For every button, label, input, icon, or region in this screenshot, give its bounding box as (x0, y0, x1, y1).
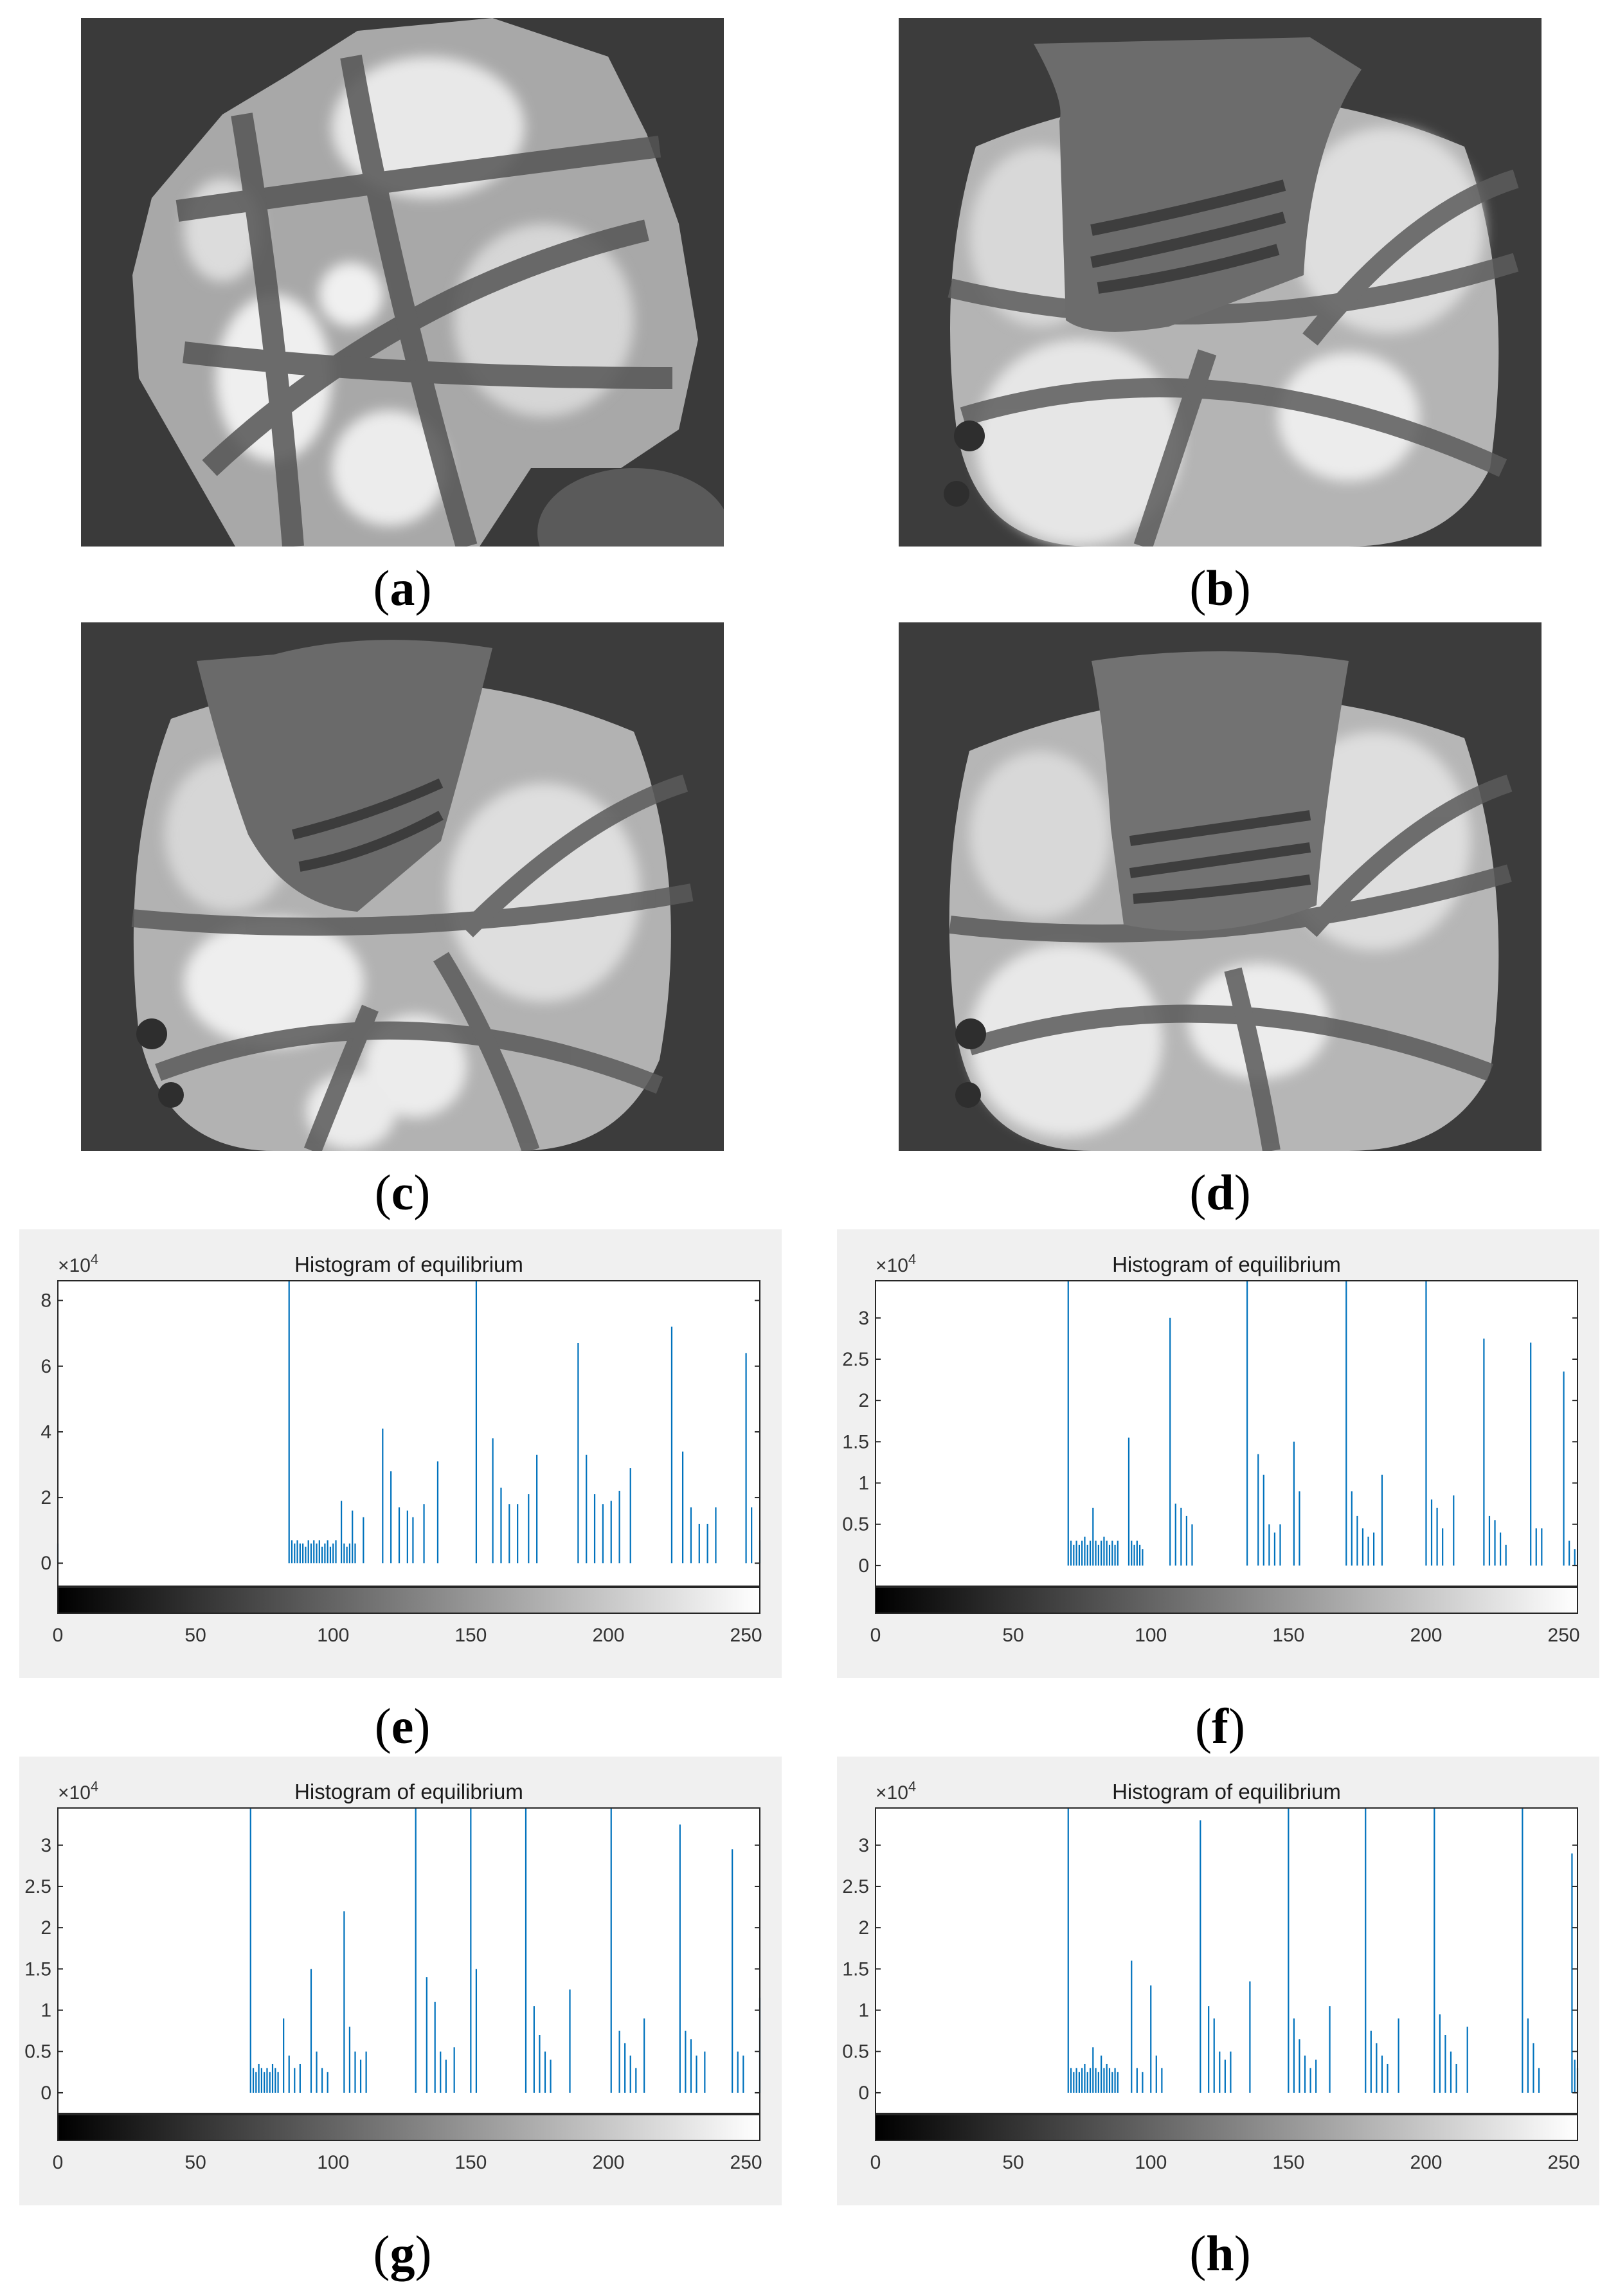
x-tick-label: 100 (1135, 1625, 1167, 1646)
caption-c: (c) (374, 1164, 431, 1220)
caption-e: (e) (374, 1698, 431, 1754)
x-tick-label: 200 (1410, 1625, 1442, 1646)
y-tick-label: 1.5 (842, 1958, 869, 1980)
x-tick-label: 200 (1410, 2152, 1442, 2173)
multiplier-exponent: 4 (91, 1251, 98, 1267)
x-tick-label: 150 (454, 1625, 487, 1646)
image-d (899, 622, 1542, 1151)
y-tick-label: 1 (40, 2000, 51, 2021)
y-tick-label: 0.5 (24, 2041, 51, 2063)
y-tick-label: 0 (858, 2083, 869, 2104)
multiplier-base: ×10 (876, 1782, 908, 1803)
x-tick-label: 200 (592, 1625, 624, 1646)
y-tick-label: 0.5 (842, 2041, 869, 2063)
x-tick-label: 250 (730, 1625, 762, 1646)
y-tick-label: 1.5 (842, 1431, 869, 1452)
plot-bg (876, 1281, 1578, 1586)
grayscale-colorbar (875, 2114, 1578, 2141)
histogram-g: Histogram of equilibrium ×104 0 0.5 1 1.5 2 2… (19, 1757, 782, 2205)
x-tick-label: 150 (1272, 1625, 1304, 1646)
multiplier-exponent: 4 (908, 1251, 916, 1267)
x-tick-label: 0 (53, 1625, 64, 1646)
y-tick-label: 3 (40, 1835, 51, 1856)
y-tick-label: 2 (40, 1917, 51, 1939)
x-tick-label: 50 (1002, 2152, 1023, 2173)
image-c (81, 622, 724, 1151)
y-tick-label: 0.5 (842, 1514, 869, 1535)
x-tick-label: 0 (870, 2152, 881, 2173)
x-tick-label: 100 (317, 1625, 349, 1646)
x-tick-label: 0 (870, 1625, 881, 1646)
y-tick-label: 3 (858, 1308, 869, 1329)
caption-d: (d) (1189, 1164, 1251, 1220)
histogram-title: Histogram of equilibrium (294, 1252, 523, 1276)
image-b (899, 18, 1542, 547)
y-tick-label: 1 (858, 2000, 869, 2021)
x-tick-label: 50 (184, 2152, 206, 2173)
histogram-h: Histogram of equilibrium ×104 0 0.5 1 1.5 2 2… (837, 1757, 1599, 2205)
caption-h: (h) (1189, 2225, 1251, 2281)
histogram-f: Histogram of equilibrium ×104 0 0.5 1 1.5 2 2… (837, 1229, 1599, 1678)
caption-b: (b) (1189, 560, 1251, 616)
multiplier-exponent: 4 (908, 1778, 916, 1794)
y-tick-label: 1.5 (24, 1958, 51, 1980)
x-tick-label: 50 (1002, 1625, 1023, 1646)
caption-a: (a) (373, 560, 432, 616)
y-tick-label: 4 (40, 1422, 51, 1443)
x-tick-label: 150 (1272, 2152, 1304, 2173)
x-tick-label: 250 (730, 2152, 762, 2173)
x-tick-label: 0 (53, 2152, 64, 2173)
y-tick-label: 0 (40, 1553, 51, 1574)
y-tick-label: 1 (858, 1473, 869, 1494)
grayscale-colorbar (57, 1587, 760, 1614)
image-a (81, 18, 724, 547)
caption-f: (f) (1195, 1698, 1245, 1754)
y-tick-label: 2 (858, 1390, 869, 1411)
histogram-title: Histogram of equilibrium (1112, 1780, 1341, 1803)
x-tick-label: 100 (1135, 2152, 1167, 2173)
x-tick-label: 250 (1548, 1625, 1580, 1646)
caption-g: (g) (373, 2225, 432, 2281)
x-tick-label: 200 (592, 2152, 624, 2173)
plot-bg (58, 1281, 760, 1586)
y-axis-multiplier: ×104 (58, 1251, 98, 1276)
grayscale-colorbar (57, 2114, 760, 2141)
y-tick-label: 2 (858, 1917, 869, 1939)
y-tick-label: 0 (40, 2083, 51, 2104)
y-tick-label: 2 (40, 1487, 51, 1508)
y-axis-multiplier: ×104 (876, 1251, 916, 1276)
multiplier-base: ×10 (58, 1782, 91, 1803)
y-axis-multiplier: ×104 (876, 1778, 916, 1803)
multiplier-exponent: 4 (91, 1778, 98, 1794)
y-tick-label: 2.5 (842, 1876, 869, 1897)
x-tick-label: 50 (184, 1625, 206, 1646)
y-tick-label: 0 (858, 1555, 869, 1577)
plot-bg (58, 1808, 760, 2113)
y-tick-label: 2.5 (24, 1876, 51, 1897)
plot-bg (876, 1808, 1578, 2113)
y-tick-label: 6 (40, 1356, 51, 1377)
x-tick-label: 100 (317, 2152, 349, 2173)
y-tick-label: 3 (858, 1835, 869, 1856)
y-tick-label: 8 (40, 1290, 51, 1312)
multiplier-base: ×10 (58, 1255, 91, 1276)
grayscale-colorbar (875, 1587, 1578, 1614)
multiplier-base: ×10 (876, 1255, 908, 1276)
y-axis-multiplier: ×104 (58, 1778, 98, 1803)
x-tick-label: 150 (454, 2152, 487, 2173)
histogram-title: Histogram of equilibrium (1112, 1252, 1341, 1276)
x-tick-label: 250 (1548, 2152, 1580, 2173)
y-tick-label: 2.5 (842, 1349, 869, 1370)
histogram-title: Histogram of equilibrium (294, 1780, 523, 1803)
